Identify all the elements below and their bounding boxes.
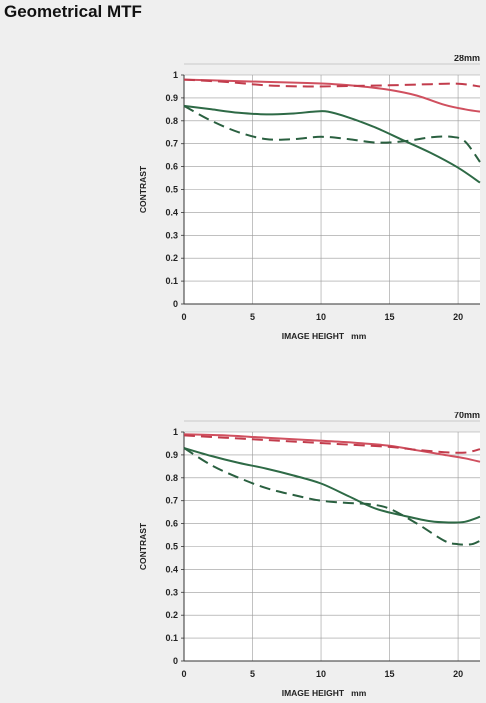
page-title: Geometrical MTF [4,2,142,21]
x-tick-label: 5 [250,669,255,679]
y-tick-label: 0 [173,656,178,666]
y-tick-label: 0.2 [165,610,178,620]
x-tick-label: 5 [250,312,255,322]
y-tick-label: 0.8 [165,116,178,126]
x-tick-label: 15 [385,312,395,322]
y-tick-label: 0.5 [165,185,178,195]
meridional-green-curve [183,447,481,546]
mtf-chart-70mm: 00.10.20.30.40.50.60.70.80.910 5 10 15 2070m… [138,412,481,698]
y-tick-label: 0.3 [165,587,178,597]
x-tick-label: 0 [181,312,186,322]
x-tick-label: 15 [385,669,395,679]
y-tick-label: 0.2 [165,253,178,263]
y-tick-label: 0.6 [165,162,178,172]
x-tick-label: 20 [453,312,463,322]
y-tick-label: 0.1 [165,633,178,643]
y-axis-title: CONTRAST [138,165,148,213]
y-tick-label: 0.6 [165,519,178,529]
y-tick-label: 0.9 [165,93,178,103]
meridional-red-curve [183,434,481,454]
y-tick-label: 0.5 [165,542,178,552]
y-tick-label: 0.9 [165,450,178,460]
sagittal-green-curve [183,447,481,524]
sagittal-green-curve [183,104,481,184]
meridional-green-curve [183,105,481,163]
x-tick-label: 20 [453,669,463,679]
y-tick-label: 0.1 [165,276,178,286]
y-tick-label: 0.7 [165,139,178,149]
y-tick-label: 0.3 [165,230,178,240]
focal-length-label: 28mm [454,55,480,63]
mtf-chart-28mm: 00.10.20.30.40.50.60.70.80.910 5 10 15 2028m… [138,55,481,341]
y-tick-label: 0.4 [165,207,178,217]
y-tick-label: 0 [173,299,178,309]
y-tick-label: 0.7 [165,496,178,506]
meridional-red-curve [183,78,481,88]
x-axis-title: IMAGE HEIGHT mm [282,331,367,341]
y-tick-label: 1 [173,70,178,80]
y-tick-label: 0.4 [165,564,178,574]
x-tick-label: 10 [316,312,326,322]
y-tick-label: 1 [173,427,178,437]
focal-length-label: 70mm [454,412,480,420]
sagittal-red-curve [183,433,481,463]
x-tick-label: 0 [181,669,186,679]
y-axis-title: CONTRAST [138,522,148,570]
x-tick-label: 10 [316,669,326,679]
x-axis-title: IMAGE HEIGHT mm [282,688,367,698]
y-tick-label: 0.8 [165,473,178,483]
